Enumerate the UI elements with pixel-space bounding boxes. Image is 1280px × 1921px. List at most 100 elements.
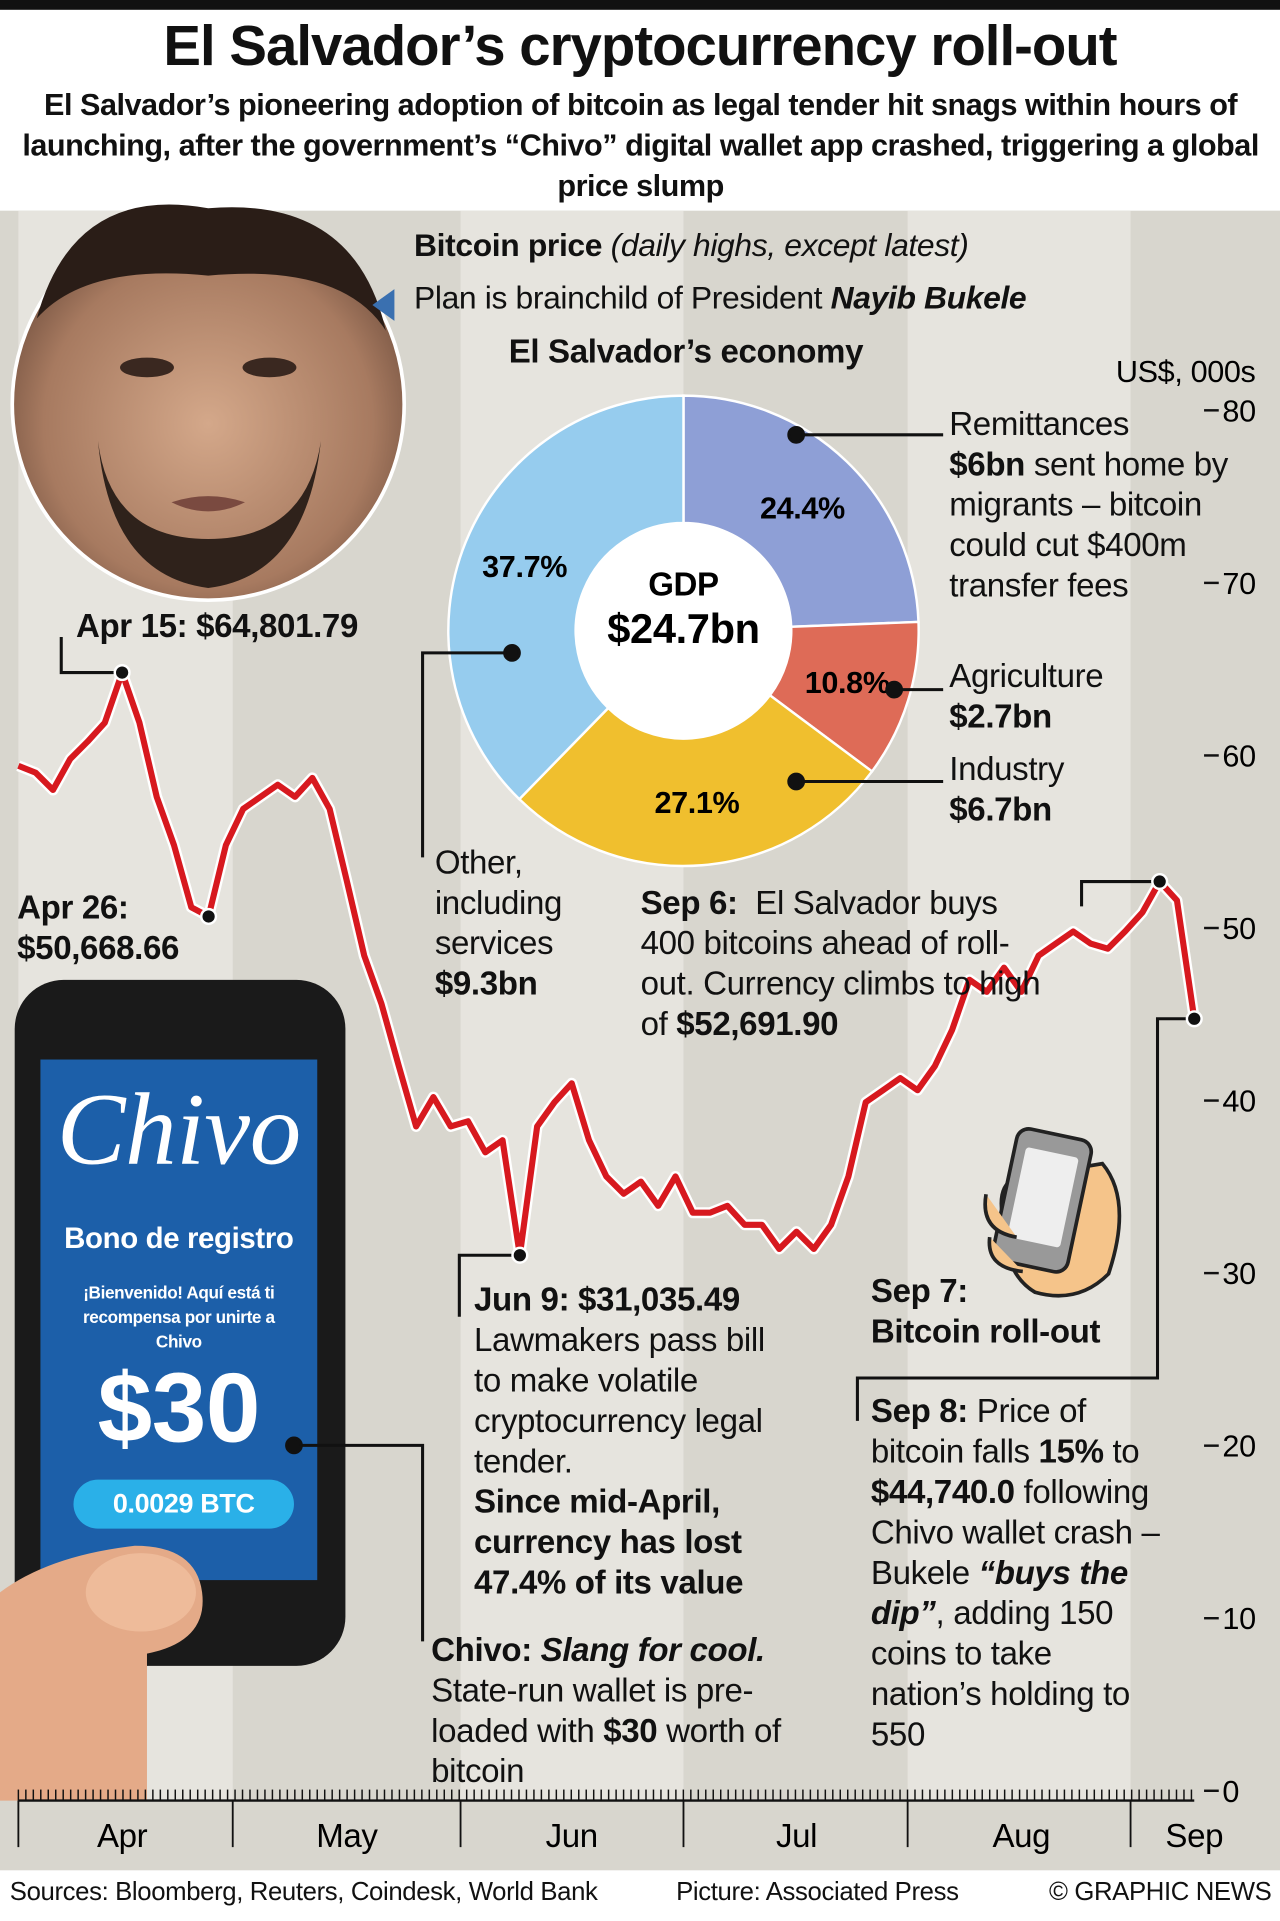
connectors	[285, 425, 944, 1642]
app-welcome: ¡Bienvenido! Aquí está ti recompensa por…	[82, 1282, 275, 1352]
footer-sources: Sources: Bloomberg, Reuters, Coindesk, W…	[9, 1877, 598, 1906]
price-line	[17, 669, 1198, 1259]
annotation-text: 15%	[1038, 1433, 1104, 1470]
line-chart-subtitle: (daily highs, except latest)	[610, 226, 969, 264]
footer-band	[0, 1870, 1280, 1921]
pie-amount: $6.7bn	[949, 791, 1052, 829]
annotation-apr15: Apr 15: $64,801.79	[75, 607, 358, 645]
pie-value-label: 27.1%	[654, 786, 739, 820]
y-tick-label: 70	[1222, 567, 1255, 601]
phone-caption: Chivo: Slang for cool. State-run wallet …	[431, 1630, 823, 1792]
pie-category: Remittances	[949, 405, 1130, 443]
annotation-dot	[511, 1246, 529, 1264]
y-tick-label: 30	[1222, 1257, 1255, 1291]
annotation-text: , adding 150 coins to take nation’s hold…	[870, 1594, 1130, 1753]
pie-amount: $9.3bn	[434, 965, 538, 1002]
annotation-dot	[1151, 872, 1169, 891]
annotation-leader	[457, 1253, 520, 1317]
x-tick-label: Aug	[992, 1818, 1050, 1855]
pie-hole	[575, 523, 792, 739]
caption-head: Chivo:	[431, 1631, 532, 1669]
annotation-sep7: Sep 7: Bitcoin roll-out	[871, 1271, 1153, 1352]
app-logo: Chivo	[56, 1072, 301, 1187]
subtitle: El Salvador’s pioneering adoption of bit…	[22, 88, 1259, 204]
pie-category: Industry	[949, 750, 1064, 788]
annotation-text: following Chivo wallet crash – Bukele	[870, 1473, 1160, 1592]
x-tick-label: Sep	[1165, 1818, 1223, 1855]
y-tick-label: 50	[1222, 912, 1255, 946]
annotation-text: to	[1112, 1433, 1140, 1470]
annotation-dot	[113, 664, 131, 682]
y-tick-label: 10	[1222, 1602, 1255, 1636]
annotation-head: Sep 7:	[870, 1272, 968, 1310]
annotation-sep6: Sep 6: El Salvador buys 400 bitcoins ahe…	[641, 883, 1051, 1045]
x-tick-label: May	[316, 1818, 378, 1855]
title: El Salvador’s cryptocurrency roll-out	[163, 13, 1117, 78]
y-tick-label: 40	[1222, 1085, 1255, 1119]
top-bar	[0, 0, 1280, 10]
line-chart-title: Bitcoin price	[414, 226, 603, 264]
pie-value-label: 10.8%	[805, 666, 890, 700]
annotation-text: $44,740.0	[870, 1473, 1015, 1511]
callout-industry: Industry $6.7bn	[949, 750, 1237, 831]
pie-value-label: 37.7%	[482, 550, 567, 584]
app-amount: $30	[97, 1353, 261, 1463]
callout-agriculture: Agriculture $2.7bn	[949, 657, 1237, 738]
x-tick-label: Jul	[776, 1818, 817, 1855]
y-tick-label: 80	[1222, 394, 1255, 428]
caption-text: worth of bitcoin	[431, 1712, 781, 1790]
x-tick-label: Apr	[97, 1818, 148, 1855]
annotation-text: El Salvador buys 400 bitcoins ahead of r…	[640, 884, 1041, 1043]
app-bonus: Bono de registro	[64, 1222, 294, 1256]
line-chart-heading: Bitcoin price (daily highs, except lates…	[414, 225, 1271, 265]
pie-note: sent home by migrants – bitcoin could cu…	[949, 445, 1228, 604]
callout-other: Other, including services $9.3bn	[435, 843, 594, 1005]
annotation-jun9: Jun 9: $31,035.49 Lawmakers pass bill to …	[474, 1280, 795, 1603]
annotation-dot	[1185, 1010, 1203, 1028]
pie-category: Agriculture	[949, 657, 1104, 695]
annotation-sep8: Sep 8: Price of bitcoin falls 15% to $44…	[871, 1391, 1160, 1755]
pie-center-value: $24.7bn	[607, 605, 759, 652]
pointer-arrow	[372, 289, 395, 321]
caption-text: Plan is brainchild of President	[414, 279, 823, 317]
annotation-head: Sep 6:	[640, 884, 738, 922]
y-tick-label: 0	[1222, 1775, 1239, 1809]
pie-value-label: 24.4%	[760, 491, 845, 525]
caption-name: Nayib Bukele	[830, 279, 1027, 317]
annotation-dot	[200, 907, 218, 926]
caption-text: State-run wallet is pre-loaded with	[431, 1671, 754, 1750]
annotation-head: Jun 9: $31,035.49	[474, 1281, 740, 1318]
annotation-leader	[1080, 880, 1160, 907]
pie-amount: $6bn	[949, 445, 1026, 483]
caption-text: $30	[603, 1712, 658, 1750]
annotation-apr26: Apr 26: $50,668.66	[17, 889, 180, 967]
pie-center-label: GDP	[648, 566, 719, 603]
annotation-text: $52,691.90	[676, 1005, 839, 1043]
portrait	[10, 204, 407, 603]
y-tick-label: 20	[1222, 1430, 1255, 1464]
annotation-text: Since mid-April, currency has lost 47.4%…	[474, 1483, 744, 1601]
app-btc: 0.0029 BTC	[112, 1488, 255, 1519]
annotation-leader	[59, 636, 123, 675]
month-band	[907, 210, 1131, 1801]
footer-credit: © GRAPHIC NEWS	[1048, 1877, 1272, 1906]
pie-title: El Salvador’s economy	[508, 333, 864, 370]
pie-amount: $2.7bn	[949, 698, 1052, 735]
annotation-head: Sep 8:	[870, 1392, 968, 1430]
y-tick-label: 60	[1222, 739, 1255, 773]
annotation-text: “buys the dip”	[870, 1554, 1128, 1632]
pie-category: Other, including services	[434, 843, 563, 962]
annotation-text: Lawmakers pass bill to make volatile cry…	[474, 1321, 765, 1480]
hand-phone-icon	[983, 1127, 1122, 1298]
annotation-text: Bitcoin roll-out	[870, 1313, 1101, 1350]
phone-illustration	[0, 979, 346, 1801]
annotation-leader	[855, 1017, 1195, 1421]
pie-slice	[517, 693, 874, 868]
y-axis-label: US$, 000s	[1116, 355, 1256, 389]
x-tick-label: Jun	[546, 1818, 598, 1855]
photo-caption: Plan is brainchild of President Nayib Bu…	[414, 278, 1271, 318]
annotation-text: Price of bitcoin falls	[870, 1392, 1086, 1470]
